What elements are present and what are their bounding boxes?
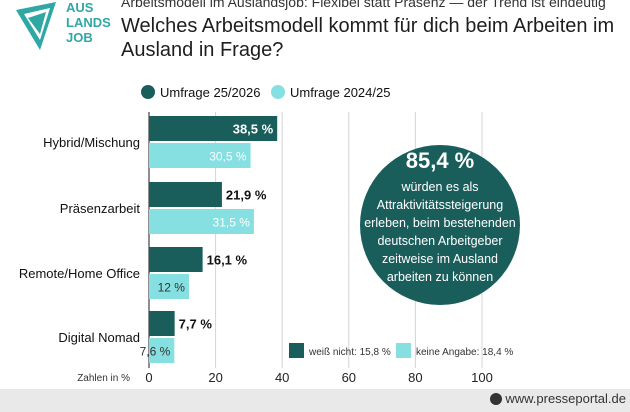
bars (149, 116, 278, 363)
callout-text-line: Attraktivitätssteigerung (377, 198, 503, 212)
legend-marker (271, 85, 285, 99)
logo-line-3: JOB (66, 30, 93, 45)
auslandsjob-logo: AUS LANDS JOB (16, 0, 111, 50)
legend: Umfrage 25/2026 Umfrage 2024/25 (141, 85, 390, 100)
category-label: Hybrid/Mischung (43, 135, 140, 150)
footer-bar (0, 389, 630, 412)
unit-label: Zahlen in % (77, 373, 130, 384)
data-label: 16,1 % (207, 253, 248, 268)
data-label: 38,5 % (233, 122, 274, 137)
category-label: Präsenzarbeit (60, 201, 141, 216)
logo-line-2: LANDS (66, 15, 111, 30)
callout-text-line: erleben, beim bestehenden (364, 216, 516, 230)
callout-text-line: arbeiten zu können (387, 270, 493, 284)
bar-previous (149, 143, 251, 168)
category-label: Digital Nomad (58, 330, 140, 345)
bar-current (149, 116, 278, 141)
bar-previous (149, 274, 189, 299)
bar-current (149, 311, 175, 336)
extra-legend-swatch (396, 343, 411, 358)
callout-circle (360, 145, 520, 305)
extra-legend-swatch (289, 343, 304, 358)
extra-legend-label: keine Angabe: 18,4 % (416, 347, 513, 358)
legend-label: Umfrage 25/2026 (160, 85, 260, 100)
x-tick-label: 20 (208, 370, 222, 385)
x-tick-label: 60 (342, 370, 356, 385)
bar-current (149, 182, 222, 207)
kicker-text: Arbeitsmodell im Auslandsjob: Flexibel s… (121, 0, 606, 10)
data-label: 12 % (158, 281, 186, 295)
data-label: 7,7 % (179, 317, 213, 332)
callout-value: 85,4 % (406, 148, 475, 173)
legend-label: Umfrage 2024/25 (290, 85, 390, 100)
bar-previous (149, 209, 254, 234)
logo-line-1: AUS (66, 0, 94, 15)
category-label: Remote/Home Office (19, 266, 140, 281)
x-tick-label: 80 (408, 370, 422, 385)
data-label: 31,5 % (213, 216, 251, 230)
x-tick-label: 40 (275, 370, 289, 385)
x-tick-label: 100 (471, 370, 493, 385)
callout-text-line: würden es als (400, 180, 478, 194)
callout: 85,4 % würden es als Attraktivitätssteiger… (360, 145, 520, 305)
extra-legend: weiß nicht: 15,8 % keine Angabe: 18,4 % (289, 343, 513, 358)
watermark: www.presseportal.de (490, 390, 626, 406)
bar-previous (149, 338, 175, 363)
x-tick-label: 0 (145, 370, 152, 385)
extra-legend-label: weiß nicht: 15,8 % (308, 347, 391, 358)
bar-current (149, 247, 203, 272)
legend-marker (141, 85, 155, 99)
callout-text-line: deutschen Arbeitgeber (377, 234, 502, 248)
callout-text-line: zeitweise im Ausland (382, 252, 498, 266)
data-label: 7,6 % (140, 345, 171, 359)
data-label: 30,5 % (209, 150, 247, 164)
presseportal-icon (490, 392, 503, 405)
data-label: 21,9 % (226, 188, 267, 203)
chart-title: Welches Arbeitsmodell kommt für dich bei… (121, 15, 615, 61)
labels: 0 20 40 60 80 100 Zahlen in % Hybrid/Mischung 38… (19, 122, 493, 386)
watermark-text: www.presseportal.de (505, 391, 626, 407)
bar-chart: 0 20 40 60 80 100 Zahlen in % Hybrid/Mischung 38… (19, 85, 520, 386)
